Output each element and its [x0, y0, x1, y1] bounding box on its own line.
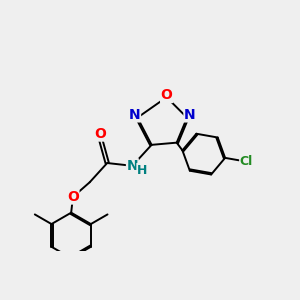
- Text: O: O: [94, 127, 106, 141]
- Text: N: N: [127, 159, 138, 173]
- Text: O: O: [67, 190, 79, 204]
- Text: H: H: [137, 164, 147, 176]
- Text: Cl: Cl: [240, 155, 253, 168]
- Text: N: N: [184, 108, 196, 122]
- Text: O: O: [161, 88, 172, 103]
- Text: N: N: [129, 108, 140, 122]
